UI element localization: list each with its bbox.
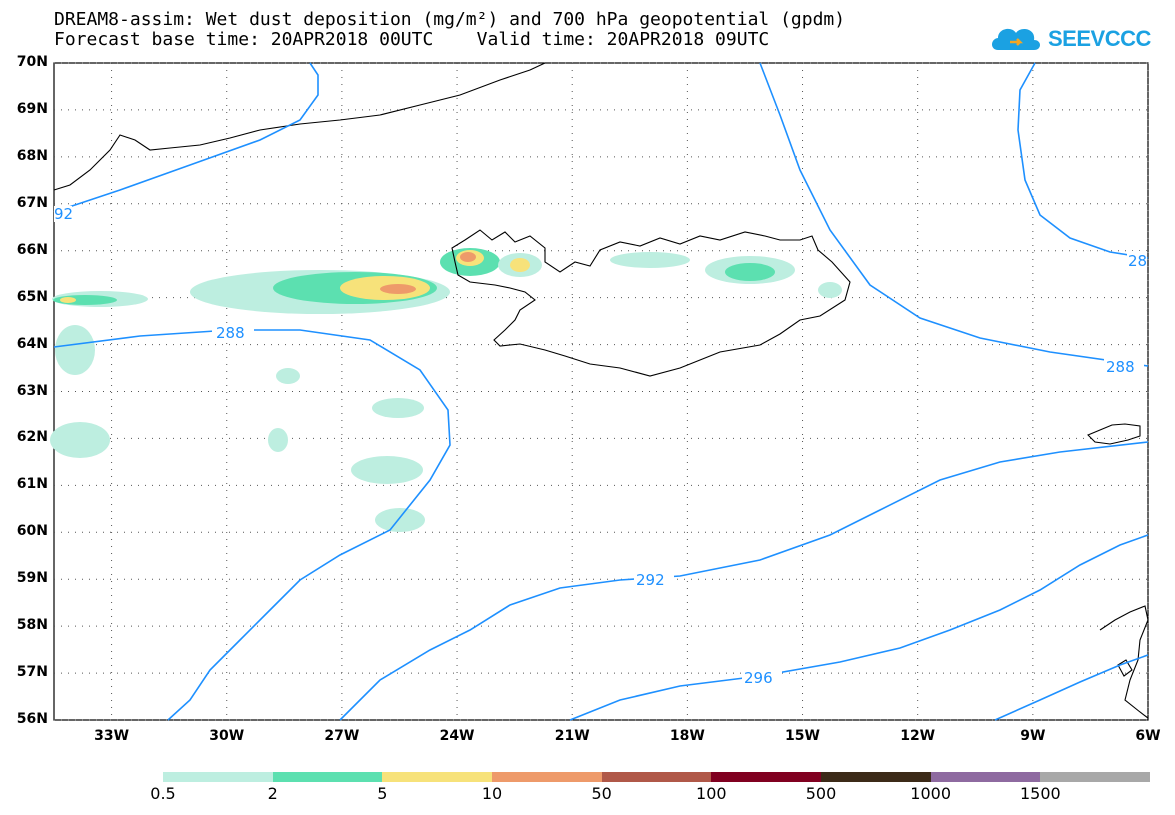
colorbar-swatch [163,772,273,782]
lon-tick-label: 6W [1135,728,1161,744]
colorbar-label: 500 [805,784,837,803]
chart-title-line2: Forecast base time: 20APR2018 00UTC Vali… [54,29,770,50]
colorbar-label: 2 [267,784,278,803]
colorbar-swatch [382,772,493,782]
contour-label: 28 [1128,252,1147,270]
colorbar-swatch [272,772,383,782]
contour-label: 288 [1106,358,1135,376]
lon-tick-label: 30W [209,728,245,744]
colorbar-swatch [492,772,602,782]
colorbar-swatch [821,772,931,782]
faroe-coastline [1087,423,1141,445]
colorbar-label: 1000 [910,784,952,803]
contour-label: 288 [216,324,245,342]
lat-tick-label: 63N [16,382,48,399]
colorbar [163,772,1151,782]
lat-tick-label: 56N [16,711,48,727]
colorbar-label: 5 [377,784,388,803]
lon-tick-label: 27W [324,728,360,744]
colorbar-label: 10 [481,784,503,803]
lat-tick-label: 57N [16,664,48,681]
lat-tick-label: 64N [16,335,48,352]
contour-292-south [339,441,1149,721]
dust-deposition-field [50,248,842,532]
lon-tick-label: 18W [669,728,705,744]
contour-29-se [994,654,1149,721]
lat-tick-label: 70N [16,54,48,70]
colorbar-swatch [930,772,1041,782]
lon-tick-label: 21W [554,728,590,744]
shetland-coastline [1117,659,1133,677]
contour-label: 296 [744,669,773,687]
contour-28-northeast [1017,62,1149,259]
lat-tick-label: 61N [16,476,48,493]
contour-292-west [53,62,319,213]
colorbar-swatch [1040,772,1151,782]
colorbar-label: 100 [696,784,727,803]
lon-tick-label: 12W [900,728,936,744]
coastlines [53,62,1149,719]
contour-288-east [759,62,1149,367]
colorbar-label: 1500 [1019,784,1061,803]
chart-title-line1: DREAM8-assim: Wet dust deposition (mg/m²… [54,9,846,30]
lat-tick-label: 65N [16,288,48,305]
contour-label-group: 288 288 292 296 28 92 [54,205,1147,687]
lon-tick-label: 9W [1020,728,1046,744]
lat-tick-label: 69N [16,100,48,117]
graticule [54,62,1149,721]
lat-tick-label: 66N [16,241,48,258]
lon-tick-label: 24W [439,728,475,744]
geopotential-contours [53,62,1149,721]
lat-tick-label: 58N [16,617,48,634]
lat-tick-label: 67N [16,194,48,211]
contour-label: 292 [636,571,665,589]
contour-296 [569,534,1149,721]
colorbar-swatch [601,772,712,782]
lat-tick-label: 62N [16,429,48,446]
colorbar-label: 0.5 [150,784,176,803]
lat-tick-label: 68N [16,147,48,164]
logo-text: SEEVCCC [1048,26,1151,51]
colorbar-label: 50 [591,784,612,803]
scotland-coastline [1099,605,1149,719]
contour-label: 92 [54,205,73,223]
lat-tick-label: 59N [16,570,48,587]
lon-tick-label: 15W [785,728,820,744]
cloud-icon [992,28,1040,50]
lon-tick-label: 33W [94,728,130,744]
contour-288-west [53,329,451,721]
colorbar-swatch [711,772,822,782]
greenland-coastline [53,62,546,191]
iceland-coastline [451,229,851,377]
lat-tick-label: 60N [16,523,48,540]
